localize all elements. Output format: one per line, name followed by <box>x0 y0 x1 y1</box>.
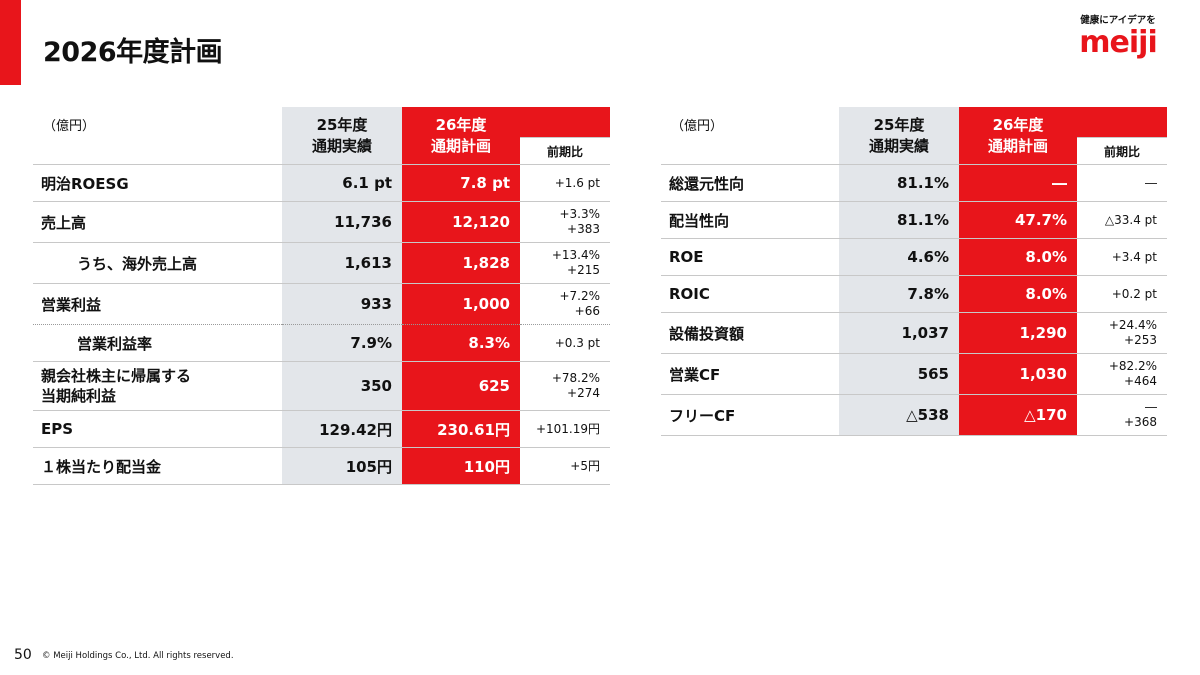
fy26-value: 12,120 <box>402 201 520 243</box>
row-label: 配当性向 <box>661 201 839 239</box>
yoy-value: +3.3% +383 <box>520 201 610 243</box>
row-label: 営業CF <box>661 353 839 395</box>
table-row: 総還元性向 81.1% ― ― <box>661 164 1167 202</box>
fy26-value: 7.8 pt <box>402 164 520 202</box>
yoy-value: +101.19円 <box>520 410 610 448</box>
row-label: 総還元性向 <box>661 164 839 202</box>
fy25-value: 7.9% <box>282 324 402 362</box>
fy25-value: 7.8% <box>839 275 959 313</box>
row-label: うち、海外売上高 <box>33 242 282 284</box>
right-financial-table: （億円） 25年度 通期実績 26年度 通期計画 前期比 総還元性向 81.1% ―… <box>661 107 1167 436</box>
fy26-value: 8.0% <box>959 238 1077 276</box>
fy26-value: 1,000 <box>402 283 520 325</box>
row-label: EPS <box>33 410 282 448</box>
fy26-value: 1,290 <box>959 312 1077 354</box>
table-row: うち、海外売上高 1,613 1,828 +13.4% +215 <box>33 242 610 284</box>
logo-tagline: 健康にアイデアを <box>1080 15 1156 26</box>
table-row: EPS 129.42円 230.61円 +101.19円 <box>33 410 610 448</box>
yoy-value: +7.2% +66 <box>520 283 610 325</box>
header-yoy: 前期比 <box>520 137 610 165</box>
page-title: 2026年度計画 <box>43 37 223 68</box>
fy26-value: ― <box>959 164 1077 202</box>
table-row: 設備投資額 1,037 1,290 +24.4% +253 <box>661 312 1167 354</box>
yoy-value: +0.2 pt <box>1077 275 1167 313</box>
yoy-value: +1.6 pt <box>520 164 610 202</box>
fy25-value: △538 <box>839 394 959 436</box>
row-label: 営業利益 <box>33 283 282 325</box>
row-label: 営業利益率 <box>33 324 282 362</box>
row-label: ROE <box>661 238 839 276</box>
fy25-value: 6.1 pt <box>282 164 402 202</box>
table-row: 配当性向 81.1% 47.7% △33.4 pt <box>661 201 1167 239</box>
header-fy26-plan: 26年度 通期計画 <box>402 107 520 165</box>
yoy-value: ― +368 <box>1077 394 1167 436</box>
header-fy25-actual: 25年度 通期実績 <box>839 107 959 165</box>
left-financial-table: （億円） 25年度 通期実績 26年度 通期計画 前期比 明治ROESG 6.1 p… <box>33 107 610 485</box>
fy26-value: 8.3% <box>402 324 520 362</box>
fy26-value: 8.0% <box>959 275 1077 313</box>
title-accent-bar <box>0 0 21 85</box>
yoy-value: +5円 <box>520 447 610 485</box>
table-row: ROIC 7.8% 8.0% +0.2 pt <box>661 275 1167 313</box>
fy25-value: 105円 <box>282 447 402 485</box>
row-label: 売上高 <box>33 201 282 243</box>
fy25-value: 565 <box>839 353 959 395</box>
fy25-value: 1,613 <box>282 242 402 284</box>
row-label: １株当たり配当金 <box>33 447 282 485</box>
table-row: 親会社株主に帰属する 当期純利益 350 625 +78.2% +274 <box>33 361 610 411</box>
fy25-value: 350 <box>282 361 402 411</box>
fy26-value: △170 <box>959 394 1077 436</box>
yoy-value: +24.4% +253 <box>1077 312 1167 354</box>
table-row: 営業CF 565 1,030 +82.2% +464 <box>661 353 1167 395</box>
fy26-value: 110円 <box>402 447 520 485</box>
yoy-value: +13.4% +215 <box>520 242 610 284</box>
fy25-value: 11,736 <box>282 201 402 243</box>
yoy-value: +3.4 pt <box>1077 238 1167 276</box>
row-label: ROIC <box>661 275 839 313</box>
header-fill <box>520 107 610 138</box>
fy26-value: 625 <box>402 361 520 411</box>
header-fy25-actual: 25年度 通期実績 <box>282 107 402 165</box>
row-label: 親会社株主に帰属する 当期純利益 <box>33 361 282 411</box>
fy26-value: 1,030 <box>959 353 1077 395</box>
row-label: フリーCF <box>661 394 839 436</box>
fy25-value: 129.42円 <box>282 410 402 448</box>
fy25-value: 933 <box>282 283 402 325</box>
logo-wordmark: meiji <box>1079 25 1157 60</box>
row-label: 設備投資額 <box>661 312 839 354</box>
unit-label: （億円） <box>671 119 724 134</box>
yoy-value: △33.4 pt <box>1077 201 1167 239</box>
fy25-value: 4.6% <box>839 238 959 276</box>
header-fy26-plan: 26年度 通期計画 <box>959 107 1077 165</box>
copyright-text: © Meiji Holdings Co., Ltd. All rights re… <box>42 651 234 661</box>
yoy-value: +0.3 pt <box>520 324 610 362</box>
yoy-value: ― <box>1077 164 1167 202</box>
table-row: 営業利益率 7.9% 8.3% +0.3 pt <box>33 324 610 362</box>
unit-label: （億円） <box>43 119 96 134</box>
header-yoy: 前期比 <box>1077 137 1167 165</box>
fy25-value: 1,037 <box>839 312 959 354</box>
fy25-value: 81.1% <box>839 201 959 239</box>
fy25-value: 81.1% <box>839 164 959 202</box>
fy26-value: 1,828 <box>402 242 520 284</box>
table-row: 売上高 11,736 12,120 +3.3% +383 <box>33 201 610 243</box>
header-fill <box>1077 107 1167 138</box>
table-row: フリーCF △538 △170 ― +368 <box>661 394 1167 436</box>
table-row: ROE 4.6% 8.0% +3.4 pt <box>661 238 1167 276</box>
row-label: 明治ROESG <box>33 164 282 202</box>
fy26-value: 47.7% <box>959 201 1077 239</box>
yoy-value: +78.2% +274 <box>520 361 610 411</box>
table-row: 営業利益 933 1,000 +7.2% +66 <box>33 283 610 325</box>
table-row: １株当たり配当金 105円 110円 +5円 <box>33 447 610 485</box>
meiji-logo: 健康にアイデアを meiji <box>1068 12 1168 58</box>
table-row: 明治ROESG 6.1 pt 7.8 pt +1.6 pt <box>33 164 610 202</box>
fy26-value: 230.61円 <box>402 410 520 448</box>
yoy-value: +82.2% +464 <box>1077 353 1167 395</box>
page-number: 50 <box>14 647 32 663</box>
